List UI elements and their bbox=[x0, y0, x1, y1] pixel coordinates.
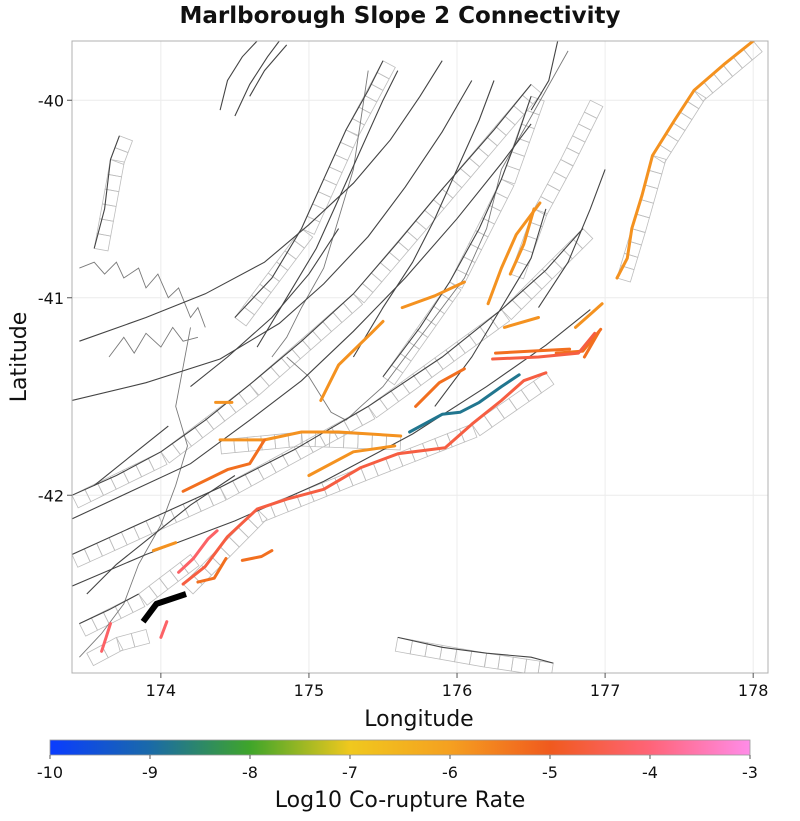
fault-trace bbox=[93, 135, 120, 249]
x-tick-label: 176 bbox=[442, 681, 473, 700]
source-section-trace bbox=[140, 591, 187, 624]
background-fault-traces bbox=[72, 41, 606, 664]
fault-trace bbox=[434, 208, 547, 407]
fault-trace bbox=[219, 41, 258, 111]
corupture-section bbox=[486, 201, 542, 306]
colorbar-tick-label: -9 bbox=[142, 763, 158, 782]
plot-frame bbox=[71, 40, 769, 674]
x-tick-label: 178 bbox=[738, 681, 769, 700]
fault-trace bbox=[382, 96, 532, 378]
coastline bbox=[79, 50, 569, 658]
colorbar-tick-label: -6 bbox=[442, 763, 458, 782]
corupture-section bbox=[100, 622, 112, 653]
coastline-segment bbox=[271, 70, 369, 358]
coastline-segment bbox=[79, 327, 191, 658]
corupture-sections bbox=[100, 41, 755, 653]
subsection-cell bbox=[179, 553, 200, 575]
fault-trace bbox=[249, 44, 288, 97]
fault-trace bbox=[93, 425, 169, 486]
corupture-section bbox=[181, 438, 266, 493]
x-axis-label: Longitude bbox=[364, 707, 473, 732]
colorbar-gradient bbox=[49, 739, 751, 756]
gridlines bbox=[72, 41, 768, 673]
fault-subsection-grids bbox=[72, 41, 763, 673]
y-axis-ticks: -40 -41 -42 bbox=[38, 91, 72, 505]
fault-trace bbox=[352, 80, 495, 358]
plot-background bbox=[72, 41, 768, 673]
y-axis-label: Latitude bbox=[7, 312, 32, 403]
coastline-segment bbox=[79, 261, 206, 328]
fault-trace bbox=[397, 636, 554, 664]
colorbar-tick-label: -4 bbox=[642, 763, 658, 782]
colorbar-tick-label: -8 bbox=[242, 763, 258, 782]
fault-trace bbox=[530, 41, 559, 111]
corupture-section bbox=[218, 430, 403, 442]
corupture-section bbox=[554, 327, 603, 355]
coastline-segment bbox=[286, 50, 569, 421]
corupture-section bbox=[491, 331, 597, 361]
corupture-section bbox=[574, 302, 604, 329]
corupture-section bbox=[615, 41, 755, 280]
subsection-cell bbox=[583, 99, 604, 119]
fault-trace bbox=[79, 60, 443, 342]
fault-trace bbox=[72, 84, 532, 496]
corupture-section bbox=[181, 371, 548, 586]
x-tick-label: 174 bbox=[146, 681, 177, 700]
fault-trace bbox=[190, 228, 340, 388]
y-tick-label: -40 bbox=[38, 91, 64, 110]
corupture-section bbox=[400, 280, 466, 310]
fault-trace bbox=[79, 593, 139, 625]
corupture-section bbox=[196, 557, 228, 584]
fault-trace bbox=[72, 80, 473, 402]
colorbar: -10 -9 -8 -7 -6 -5 -4 -3 Log10 Co-rupture Rate bbox=[37, 739, 758, 813]
x-tick-label: 177 bbox=[590, 681, 621, 700]
fault-trace bbox=[72, 123, 532, 520]
corupture-section bbox=[151, 541, 178, 553]
fault-trace bbox=[72, 228, 584, 556]
chart-title: Marlborough Slope 2 Connectivity bbox=[180, 3, 621, 29]
corupture-section bbox=[414, 367, 466, 408]
colorbar-ticks: -10 -9 -8 -7 -6 -5 -4 -3 bbox=[37, 755, 758, 782]
y-tick-label: -41 bbox=[38, 289, 64, 308]
corupture-section bbox=[494, 347, 572, 355]
map-plot-area bbox=[71, 40, 769, 674]
colorbar-tick-label: -3 bbox=[742, 763, 758, 782]
subsection-cell bbox=[458, 423, 478, 443]
corupture-section bbox=[408, 373, 521, 434]
fault-trace bbox=[538, 169, 606, 308]
corupture-section bbox=[319, 319, 385, 402]
subsection-cell bbox=[130, 629, 151, 648]
coastline-segment bbox=[108, 326, 199, 358]
fault-trace bbox=[234, 41, 280, 117]
source-section bbox=[140, 591, 187, 624]
corupture-section bbox=[508, 207, 536, 276]
corupture-section bbox=[307, 444, 397, 477]
x-tick-label: 175 bbox=[294, 681, 325, 700]
map-content bbox=[72, 41, 763, 673]
colorbar-tick-label: -10 bbox=[37, 763, 63, 782]
colorbar-tick-label: -7 bbox=[342, 763, 358, 782]
colorbar-tick-label: -5 bbox=[542, 763, 558, 782]
fault-trace bbox=[256, 70, 399, 348]
corupture-section bbox=[240, 549, 274, 562]
corupture-section bbox=[502, 316, 540, 329]
fault-trace bbox=[234, 60, 384, 318]
corupture-section bbox=[159, 620, 169, 639]
subsection-cell bbox=[553, 158, 574, 180]
corupture-section bbox=[177, 529, 219, 574]
subsection-cell bbox=[510, 656, 528, 673]
subsection-cell bbox=[524, 658, 541, 673]
colorbar-label: Log10 Co-rupture Rate bbox=[275, 788, 526, 813]
fault-trace bbox=[86, 475, 236, 595]
x-axis-ticks: 174 175 176 177 178 bbox=[146, 673, 769, 700]
y-tick-label: -42 bbox=[38, 486, 64, 505]
